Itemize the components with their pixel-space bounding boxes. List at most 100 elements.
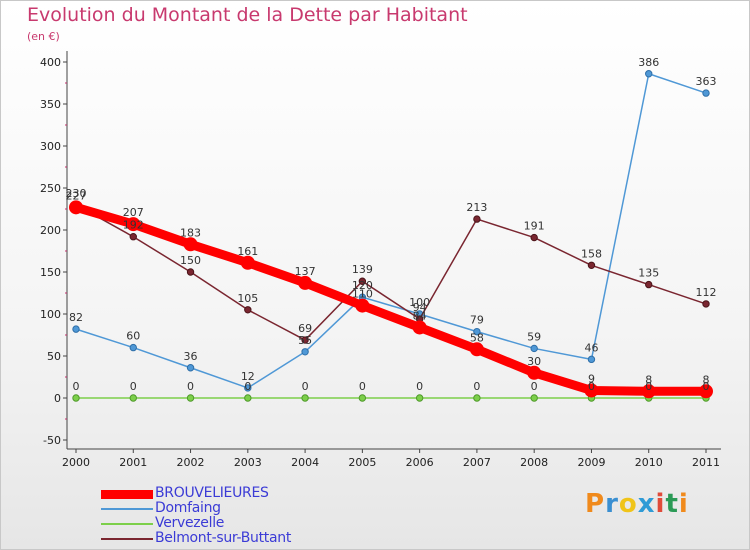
x-tick-label: 2008 [520,456,548,469]
data-label-vervezelle: 0 [473,380,480,393]
data-label-domfaing: 46 [584,341,598,354]
data-point-vervezelle [129,394,137,402]
data-point-domfaing [129,343,137,352]
logo-letter: r [605,489,619,519]
data-point-brouvelieures [412,320,427,335]
data-label-belmont-sur-buttant: 105 [237,292,258,305]
data-label-brouvelieures: 183 [180,226,201,239]
logo-letter: o [618,489,638,519]
data-label-vervezelle: 0 [244,380,251,393]
data-point-domfaing [702,89,710,97]
legend-label: Belmont-sur-Buttant [155,530,292,546]
data-point-domfaing [645,70,653,78]
data-point-vervezelle [72,394,80,402]
data-point-belmont-sur-buttant [702,300,710,308]
data-label-domfaing: 386 [638,56,659,69]
data-point-brouvelieures [126,217,141,232]
data-point-domfaing [530,344,538,353]
data-point-vervezelle [186,394,195,402]
data-label-belmont-sur-buttant: 150 [180,254,201,267]
data-label-belmont-sur-buttant: 139 [352,263,373,276]
data-point-vervezelle [473,394,481,402]
legend-swatch [101,489,153,499]
data-point-brouvelieures [355,298,370,313]
data-label-domfaing: 79 [470,314,484,327]
data-label-belmont-sur-buttant: 94 [413,301,427,314]
data-label-belmont-sur-buttant: 213 [466,201,487,214]
legend-swatch [101,508,153,510]
data-point-belmont-sur-buttant [358,277,367,285]
x-tick-label: 2000 [62,456,90,469]
legend-label: Domfaing [155,500,221,516]
y-tick-label: 50 [47,350,61,363]
data-point-brouvelieures [469,342,484,357]
data-label-domfaing: 100 [409,296,430,309]
data-point-domfaing [587,355,596,364]
data-label-brouvelieures: 58 [470,331,484,344]
data-label-brouvelieures: 8 [645,373,652,386]
y-tick-label: 100 [40,308,61,321]
data-label-belmont-sur-buttant: 191 [524,220,545,233]
y-tick-label: 250 [40,182,61,195]
data-point-belmont-sur-buttant [587,261,596,269]
data-point-belmont-sur-buttant [186,268,195,276]
data-point-brouvelieures [69,200,83,215]
data-point-belmont-sur-buttant [129,233,137,241]
data-point-vervezelle [415,394,424,402]
data-label-domfaing: 82 [69,311,83,324]
data-point-vervezelle [530,394,538,402]
data-label-domfaing: 59 [527,330,541,343]
y-tick-label: 150 [40,266,61,279]
data-label-belmont-sur-buttant: 192 [123,219,144,232]
x-tick-label: 2011 [692,456,720,469]
logo-letter: i [678,489,689,519]
proxiti-logo: Proxiti [585,489,689,519]
data-label-domfaing: 36 [184,350,198,363]
y-tick-label: 0 [54,392,61,405]
y-tick-label: 300 [40,140,61,153]
data-point-brouvelieures [298,275,313,290]
data-label-vervezelle: 0 [302,380,309,393]
x-tick-label: 2006 [406,456,434,469]
legend-label: BROUVELIEURES [155,485,269,501]
series-line-belmont-sur-buttant [75,204,707,341]
x-tick-label: 2001 [119,456,147,469]
data-point-belmont-sur-buttant [645,280,653,289]
data-label-brouvelieures: 9 [588,372,595,385]
y-tick-label: 200 [40,224,61,237]
data-point-domfaing [244,384,252,392]
data-label-brouvelieures: 110 [352,288,373,301]
data-label-belmont-sur-buttant: 158 [581,247,602,260]
data-point-vervezelle [301,394,309,402]
data-label-domfaing: 60 [126,330,140,343]
data-label-brouvelieures: 30 [527,355,541,368]
x-tick-label: 2009 [577,456,605,469]
data-label-vervezelle: 0 [73,380,80,393]
data-label-vervezelle: 0 [588,380,595,393]
legend-swatch [101,523,153,525]
data-label-domfaing: 55 [298,334,312,347]
series-line-brouvelieures [71,202,711,396]
legend-label: Vervezelle [155,515,225,531]
data-point-domfaing [72,325,80,333]
data-point-brouvelieures [584,383,599,398]
chart-unit: (en €) [27,30,60,43]
y-tick-label: 350 [40,98,61,111]
data-label-vervezelle: 0 [703,380,710,393]
x-tick-label: 2007 [463,456,491,469]
data-label-brouvelieures: 8 [703,373,710,386]
x-tick-label: 2004 [291,456,319,469]
data-point-domfaing [473,327,481,336]
data-point-belmont-sur-buttant [530,233,538,242]
data-point-brouvelieures [699,384,713,399]
data-label-domfaing: 363 [696,75,717,88]
legend-swatch [101,538,153,540]
data-point-brouvelieures [240,255,255,270]
logo-letter: x [637,489,656,519]
data-label-vervezelle: 0 [130,380,137,393]
data-label-vervezelle: 0 [416,380,423,393]
x-tick-label: 2002 [177,456,205,469]
data-label-brouvelieures: 207 [123,206,144,219]
